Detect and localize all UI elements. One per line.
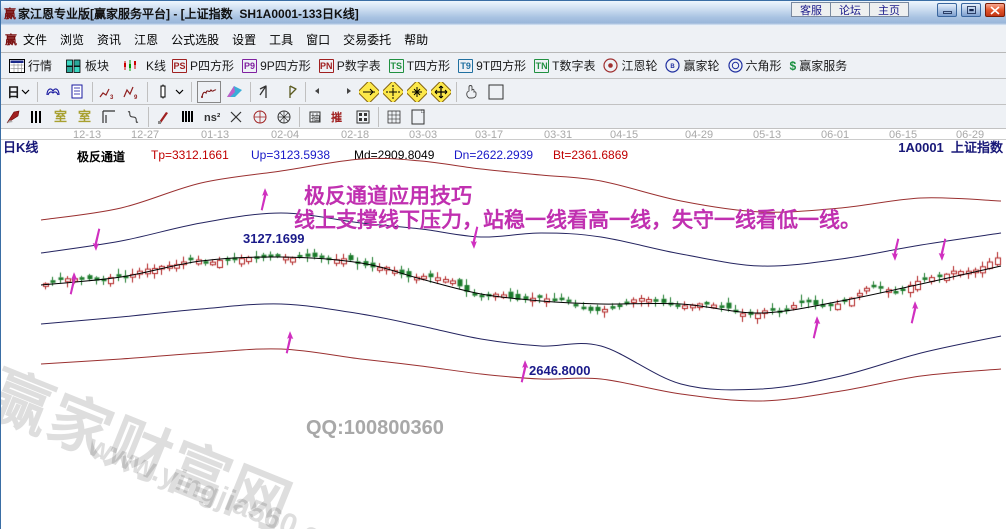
svg-text:3: 3 (110, 95, 114, 100)
svg-text:ns²: ns² (204, 112, 220, 124)
svg-text:9: 9 (134, 95, 138, 100)
svg-text:室: 室 (54, 109, 67, 124)
svg-text:室: 室 (78, 109, 91, 124)
svg-text:摧: 摧 (331, 110, 342, 124)
svg-text:B: B (671, 64, 676, 70)
svg-text:抽: 抽 (311, 112, 320, 123)
svg-text:□: □ (421, 109, 425, 115)
